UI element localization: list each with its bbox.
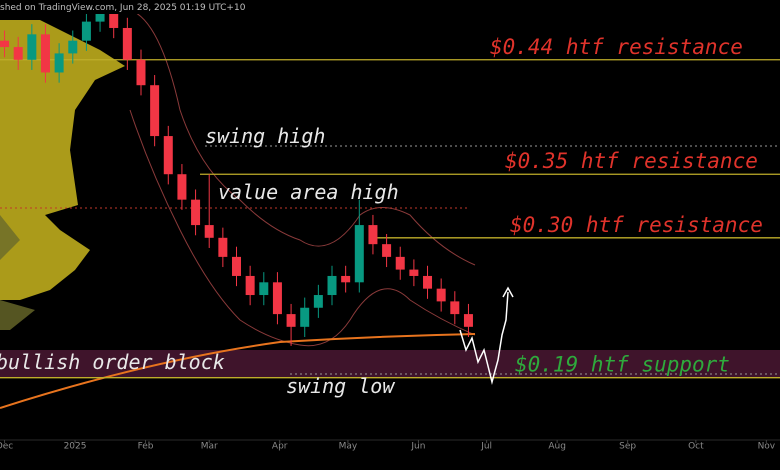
candle-body [95,8,105,22]
candle-body [395,256,405,270]
annotation: value area high [218,180,399,204]
candle-body [122,27,132,60]
candle-body [27,34,37,60]
level-label: $0.44 htf resistance [490,35,743,59]
candle-body [272,282,282,315]
x-tick-label: Feb [138,442,154,452]
volume-profile [0,215,35,330]
x-tick-label: May [339,442,358,452]
candle-body [150,85,160,137]
candle-body [0,40,10,48]
candle-body [450,301,460,315]
ema-line [0,333,476,409]
candle-body [354,225,364,283]
candle-body [341,275,351,283]
x-tick-label: Nov [758,442,776,452]
x-axis-strip [0,440,780,470]
x-tick-label: Jun [410,442,425,452]
header: shed on TradingView.com, Jun 28, 2025 01… [0,3,246,13]
x-tick-label: Oct [688,442,704,452]
order-block-band [0,350,780,378]
candle-body [245,275,255,296]
candle-body [313,295,323,308]
candle-body [423,275,433,289]
candle-body [163,136,173,175]
projection-path [459,291,509,385]
candle-body [368,225,378,245]
candle-body [300,307,310,327]
x-tick-label: Jul [480,442,492,452]
candle-body [436,288,446,302]
level-label: $0.19 htf support [515,353,730,377]
candle-body [191,199,201,226]
x-tick-label: Dec [0,442,13,452]
annotation: swing low [286,374,395,398]
x-tick-label: Aug [548,442,566,452]
candle-body [259,282,269,296]
annotation: bullish order block [0,350,225,374]
lower-band [129,109,476,347]
candle-body [463,314,473,327]
x-tick-label: Mar [201,442,218,452]
candle-body [81,21,91,41]
x-tick-label: Sep [619,442,636,452]
candle-body [68,40,78,54]
candle-body [232,256,242,276]
volume-profile [0,20,125,300]
candle-body [177,174,187,200]
x-tick-label: 2025 [64,442,87,452]
candle-body [327,275,337,296]
x-tick-label: Apr [272,442,288,452]
annotation: swing high [205,124,325,148]
candle-body [382,244,392,257]
candle-body [204,225,214,238]
candle-body [40,34,50,73]
candle-body [218,237,228,257]
upper-band [129,9,476,266]
header-bg [0,0,170,14]
projection-arrowhead [502,286,514,298]
level-label: $0.30 htf resistance [510,213,763,237]
candle-body [136,59,146,86]
level-label: $0.35 htf resistance [505,149,758,173]
candle-body [54,53,64,73]
candle-body [13,47,23,60]
candle-body [109,8,119,28]
candle-body [409,269,419,276]
candle-body [286,314,296,327]
